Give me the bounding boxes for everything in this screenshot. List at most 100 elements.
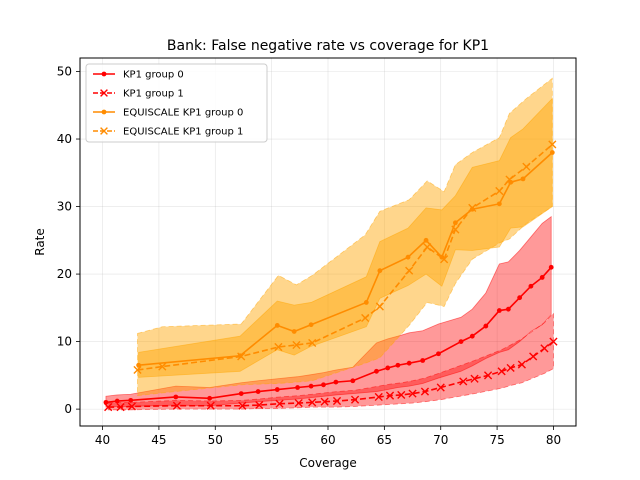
line-equiscale-kp1-group-0 xyxy=(138,151,553,367)
legend-marker xyxy=(101,71,107,77)
point-kp1-group-1 xyxy=(172,401,182,410)
point-equiscale-kp1-group-1 xyxy=(361,313,370,323)
y-tick-label: 30 xyxy=(57,200,72,214)
point-kp1-group-0 xyxy=(420,358,426,363)
point-equiscale-kp1-group-0 xyxy=(136,362,142,368)
legend-marker xyxy=(100,89,108,97)
point-kp1-group-1 xyxy=(483,371,493,380)
x-tick-label: 55 xyxy=(264,433,279,447)
y-tick-label: 10 xyxy=(57,335,72,349)
line-kp1-group-0 xyxy=(105,266,552,404)
point-kp1-group-0 xyxy=(207,395,213,401)
point-equiscale-kp1-group-0 xyxy=(377,268,383,274)
point-kp1-group-1 xyxy=(127,402,136,411)
point-kp1-group-1 xyxy=(397,390,406,400)
point-equiscale-kp1-group-0 xyxy=(549,150,555,155)
point-kp1-group-1 xyxy=(116,402,125,412)
point-kp1-group-1 xyxy=(470,374,479,383)
point-equiscale-kp1-group-0 xyxy=(308,322,314,328)
point-kp1-group-1 xyxy=(459,377,468,386)
series-markers xyxy=(103,140,558,412)
x-tick-label: 65 xyxy=(377,433,392,447)
point-kp1-group-1 xyxy=(320,397,329,406)
legend-entries: KP1 group 0 KP1 group 1 EQUISCALE KP1 grou… xyxy=(93,70,243,138)
point-kp1-group-0 xyxy=(505,306,511,312)
x-tick-label: 40 xyxy=(95,433,110,447)
point-equiscale-kp1-group-1 xyxy=(158,362,167,371)
point-equiscale-kp1-group-1 xyxy=(548,140,557,149)
point-kp1-group-0 xyxy=(385,365,391,371)
point-equiscale-kp1-group-1 xyxy=(423,242,432,252)
point-equiscale-kp1-group-1 xyxy=(495,186,504,196)
line-kp1-group-1 xyxy=(108,340,554,408)
point-kp1-group-1 xyxy=(275,399,284,408)
point-kp1-group-1 xyxy=(549,337,558,346)
point-equiscale-kp1-group-1 xyxy=(237,352,246,361)
point-kp1-group-1 xyxy=(420,387,430,396)
legend: KP1 group 0 KP1 group 1 EQUISCALE KP1 grou… xyxy=(85,63,268,143)
point-equiscale-kp1-group-1 xyxy=(292,340,301,350)
point-kp1-group-1 xyxy=(436,383,445,392)
y-axis: 0 10 20 30 40 50 xyxy=(57,65,80,416)
point-kp1-group-0 xyxy=(350,378,356,384)
point-kp1-group-0 xyxy=(406,360,412,366)
legend-label: KP1 group 0 xyxy=(123,70,184,81)
point-kp1-group-0 xyxy=(173,394,179,400)
point-equiscale-kp1-group-1 xyxy=(274,342,283,352)
legend-box xyxy=(85,63,268,143)
point-kp1-group-0 xyxy=(255,389,261,394)
point-kp1-group-0 xyxy=(483,323,489,329)
band-kp1-group-0 xyxy=(105,215,552,408)
point-kp1-group-0 xyxy=(548,264,554,270)
point-kp1-group-1 xyxy=(350,395,360,404)
point-kp1-group-0 xyxy=(295,385,300,390)
point-equiscale-kp1-group-1 xyxy=(133,365,142,375)
chart-title: Bank: False negative rate vs coverage fo… xyxy=(167,38,489,54)
point-kp1-group-1 xyxy=(497,367,506,376)
y-tick-label: 50 xyxy=(57,65,72,79)
point-equiscale-kp1-group-0 xyxy=(405,254,411,260)
point-kp1-group-0 xyxy=(436,351,441,357)
point-kp1-group-0 xyxy=(395,362,401,368)
legend-marker xyxy=(101,109,107,115)
point-kp1-group-0 xyxy=(458,339,464,344)
x-tick-label: 80 xyxy=(546,433,561,447)
point-kp1-group-1 xyxy=(238,401,247,410)
point-kp1-group-0 xyxy=(333,379,339,385)
point-equiscale-kp1-group-0 xyxy=(452,220,458,226)
point-kp1-group-0 xyxy=(274,387,280,392)
point-kp1-group-0 xyxy=(321,382,326,388)
x-tick-label: 50 xyxy=(208,433,223,447)
point-equiscale-kp1-group-1 xyxy=(468,203,477,212)
point-kp1-group-1 xyxy=(540,344,549,353)
point-equiscale-kp1-group-1 xyxy=(440,255,449,264)
point-equiscale-kp1-group-0 xyxy=(423,237,429,243)
point-kp1-group-1 xyxy=(374,392,383,402)
point-kp1-group-1 xyxy=(104,402,113,412)
legend-label: EQUISCALE KP1 group 0 xyxy=(123,108,243,119)
x-axis: 40 45 50 55 60 65 70 75 80 xyxy=(95,426,561,447)
y-axis-label: Rate xyxy=(33,228,47,256)
point-kp1-group-1 xyxy=(529,352,538,361)
point-equiscale-kp1-group-0 xyxy=(291,329,297,334)
y-tick-label: 40 xyxy=(57,132,72,146)
x-tick-label: 75 xyxy=(489,433,504,447)
point-equiscale-kp1-group-0 xyxy=(496,201,502,207)
point-equiscale-kp1-group-0 xyxy=(520,176,526,182)
point-equiscale-kp1-group-1 xyxy=(451,225,460,234)
point-kp1-group-1 xyxy=(308,398,317,407)
point-kp1-group-1 xyxy=(385,391,395,400)
point-kp1-group-1 xyxy=(255,400,264,410)
point-equiscale-kp1-group-0 xyxy=(274,322,280,328)
point-equiscale-kp1-group-0 xyxy=(469,206,475,212)
point-kp1-group-0 xyxy=(128,397,134,403)
point-kp1-group-0 xyxy=(114,398,120,404)
point-kp1-group-0 xyxy=(308,383,314,389)
point-kp1-group-1 xyxy=(294,398,303,408)
point-equiscale-kp1-group-1 xyxy=(375,302,384,311)
point-equiscale-kp1-group-1 xyxy=(522,162,531,171)
x-tick-label: 70 xyxy=(433,433,448,447)
point-equiscale-kp1-group-1 xyxy=(405,266,414,275)
point-kp1-group-0 xyxy=(517,295,523,301)
